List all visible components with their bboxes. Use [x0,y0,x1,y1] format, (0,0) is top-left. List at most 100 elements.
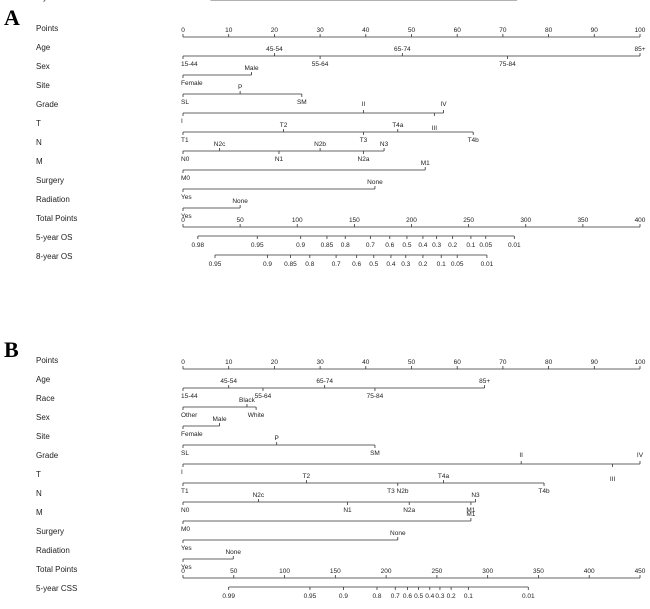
factor-level-label: None [225,549,241,556]
factor-level-label: Male [213,416,227,423]
prob-tick-label: 0.95 [304,593,317,600]
row-sex: Sex Female Male [36,62,259,87]
scale-tick-label: 40 [362,27,370,34]
row-label: M [36,508,43,517]
prob-tick-label: 0.85 [284,261,297,268]
scale-tick-label: 50 [408,27,416,34]
scale-tick-label: 70 [499,27,507,34]
row-total-points: Total Points 0 50 100 150 200 250 300 350 400 [36,214,646,228]
factor-level-label: Yes [181,194,192,201]
scale-tick-label: 450 [635,568,646,575]
row-surgery: Surgery Yes None [36,176,383,201]
row-label: T [36,119,41,128]
row-label: 5-year OS [36,233,72,242]
factor-level-label: Other [181,412,198,419]
row-label: Grade [36,451,59,460]
scale-tick-label: 60 [454,27,462,34]
prob-tick-label: 0.8 [305,261,314,268]
factor-level-label: T2 [303,473,311,480]
factor-level-label: II [519,452,523,459]
panel-letter: A [4,5,20,30]
row-surgery: Surgery Yes None [36,527,406,552]
prob-tick-label: 0.3 [432,242,441,249]
row-race: Race Other Black White [36,394,265,419]
row-8-year-css: 8-year CSS0.990.950.90.80.70.60.50.40.30… [36,0,524,2]
factor-level-label: II [362,101,366,108]
scale-tick-label: 50 [408,359,416,366]
row-points: Points 0 10 20 30 40 50 60 70 80 90 100 [36,24,646,38]
scale-tick-label: 70 [499,359,507,366]
prob-tick-label: 0.98 [192,242,205,249]
row-label: 8-year CSS [36,0,77,2]
prob-tick-label: 0.7 [332,261,341,268]
prob-tick-label: 0.4 [386,261,395,268]
row-label: Site [36,432,50,441]
factor-level-label: SL [181,99,189,106]
prob-tick-label: 0.9 [263,261,272,268]
row-m: M M0 M1 [36,157,430,182]
scale-tick-label: 80 [545,359,553,366]
prob-tick-label: 0.1 [464,593,473,600]
row-label: Radiation [36,195,70,204]
row-site: Site SL P SM [36,81,307,106]
prob-tick-label: 0.2 [447,593,456,600]
row-8-year-os: 8-year OS 0.95 0.9 0.85 0.8 0.7 0.6 0.5 0.4 0.3 0.… [36,252,494,268]
factor-level-label: N2b [314,141,326,148]
row-sex: Sex Female Male [36,413,227,438]
row-label: Total Points [36,214,77,223]
scale-tick-label: 400 [635,217,646,224]
row-label: 5-year CSS [36,584,77,593]
scale-tick-label: 40 [362,359,370,366]
row-radiation: Radiation Yes None [36,195,248,220]
prob-tick-label: 0.95 [289,0,302,2]
prob-tick-label: 0.8 [357,0,366,2]
factor-level-label: M0 [181,526,190,533]
factor-level-label: SL [181,450,189,457]
prob-tick-label: 0.99 [222,593,235,600]
factor-level-label: Yes [181,545,192,552]
factor-level-label: N1 [343,507,352,514]
prob-tick-label: 0.8 [341,242,350,249]
factor-level-label: T3 N2b [387,488,409,495]
factor-level-label: 45-54 [266,46,283,53]
prob-tick-label: 0.9 [339,593,348,600]
row-points: Points 0 10 20 30 40 50 60 70 80 90 100 [36,356,646,370]
row-n: N N0 N2c N1 N2b N2a N3 [36,138,389,163]
scale-tick-label: 250 [463,217,474,224]
prob-tick-label: 0.7 [378,0,387,2]
nomogram-panel-a: A Points 0 10 20 30 40 50 60 70 80 90 100 Age 15-44 45-… [4,5,646,268]
scale-tick-label: 90 [591,27,599,34]
factor-level-label: None [367,179,383,186]
factor-level-label: 85+ [634,46,645,53]
scale-tick-label: 150 [330,568,341,575]
row-total-points: Total Points 0 50 100 150 200 250 300 350 400 450 [36,565,646,579]
factor-level-label: T4b [538,488,550,495]
prob-tick-label: 0.7 [391,593,400,600]
factor-level-label: Yes [181,564,192,571]
factor-level-label: None [232,198,248,205]
row-5-year-os: 5-year OS 0.98 0.95 0.9 0.85 0.8 0.7 0.6 0.5 0.4 0… [36,233,521,249]
factor-level-label: IV [637,452,644,459]
row-label: Total Points [36,565,77,574]
factor-level-label: M1 [466,507,475,514]
factor-level-label: III [610,476,616,483]
factor-level-label: T2 [280,122,288,129]
scale-tick-label: 50 [237,217,245,224]
scale-tick-label: 200 [406,217,417,224]
factor-level-label: Black [239,397,256,404]
prob-tick-label: 0.4 [425,593,434,600]
row-label: T [36,470,41,479]
row-label: Sex [36,62,50,71]
scale-tick-label: 100 [279,568,290,575]
scale-tick-label: 90 [591,359,599,366]
row-label: Race [36,394,55,403]
factor-level-label: Female [181,431,203,438]
factor-level-label: N2c [214,141,226,148]
row-label: Site [36,81,50,90]
row-n: N N0 N2c N1 N2a N3 M1 [36,489,480,514]
scale-tick-label: 300 [520,217,531,224]
prob-tick-label: 0.1 [466,242,475,249]
factor-level-label: T1 [181,488,189,495]
